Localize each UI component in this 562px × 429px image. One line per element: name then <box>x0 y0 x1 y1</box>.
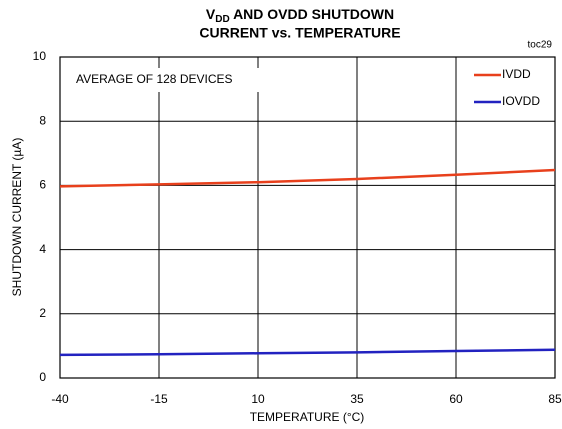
data-line <box>59 348 556 357</box>
plot-frame <box>59 56 556 379</box>
legend-label: IOVDD <box>502 94 540 108</box>
legend-bg <box>470 66 550 84</box>
x-tick-label: 10 <box>251 392 265 406</box>
chart-title: VDD AND OVDD SHUTDOWN <box>206 6 394 25</box>
chart-title: CURRENT vs. TEMPERATURE <box>199 25 400 41</box>
y-tick-label: 6 <box>39 178 46 192</box>
x-tick-label: -15 <box>150 392 168 406</box>
x-tick-label: 35 <box>350 392 364 406</box>
x-tick-label: 60 <box>449 392 463 406</box>
annotation: AVERAGE OF 128 DEVICES <box>76 72 233 86</box>
y-tick-label: 0 <box>39 370 46 384</box>
y-tick-label: 8 <box>39 113 46 127</box>
title-part: V <box>206 6 216 22</box>
title-part: AND OVDD SHUTDOWN <box>230 6 394 22</box>
title-subscript: DD <box>215 14 229 25</box>
legend-label: IVDD <box>502 67 531 81</box>
annotation: toc29 <box>528 40 553 51</box>
x-axis-label: TEMPERATURE (°C) <box>250 410 365 424</box>
annotation-box <box>72 68 262 92</box>
y-tick-label: 2 <box>39 306 46 320</box>
y-axis-label: SHUTDOWN CURRENT (µA) <box>10 138 24 297</box>
x-tick-label: -40 <box>51 392 69 406</box>
x-tick-label: 85 <box>548 392 562 406</box>
legend-bg <box>470 93 550 111</box>
data-line <box>59 168 556 188</box>
y-tick-label: 10 <box>33 49 47 63</box>
y-tick-label: 4 <box>39 242 46 256</box>
